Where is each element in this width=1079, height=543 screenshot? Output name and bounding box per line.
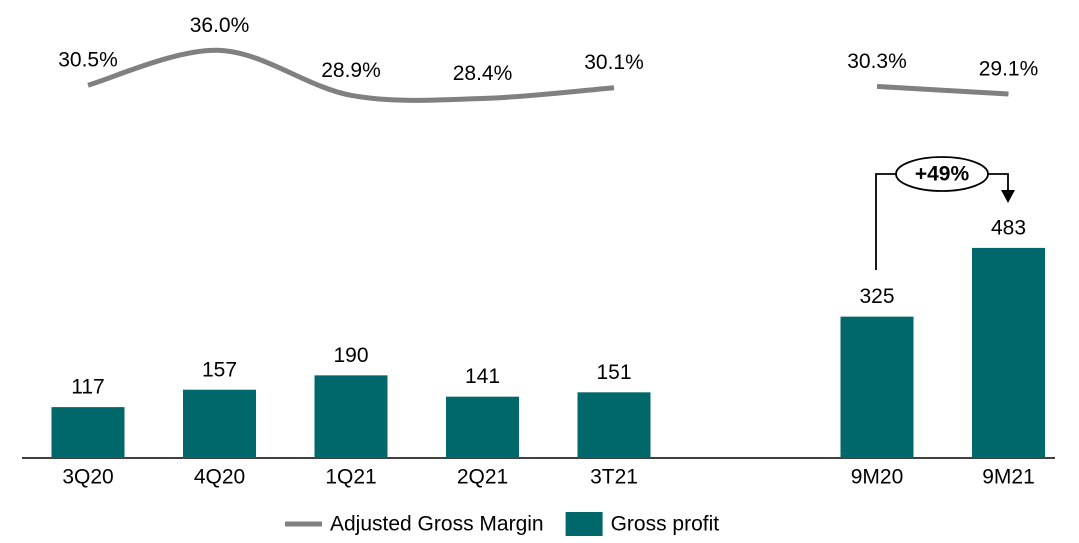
arrow-head bbox=[1001, 190, 1015, 203]
annotation-text: +49% bbox=[915, 163, 970, 186]
x-tick-label: 9M20 bbox=[851, 466, 904, 489]
bar-label: 151 bbox=[596, 361, 631, 384]
growth-annotation: +49% bbox=[875, 156, 1015, 270]
x-tick-label: 3T21 bbox=[590, 466, 638, 489]
x-tick-label: 4Q20 bbox=[194, 466, 245, 489]
bar-label: 325 bbox=[859, 285, 894, 308]
bar-label: 157 bbox=[202, 358, 237, 381]
bar-label: 483 bbox=[991, 216, 1026, 239]
x-tick-label: 1Q21 bbox=[325, 466, 376, 489]
line-label: 30.3% bbox=[847, 50, 907, 73]
bar bbox=[577, 392, 651, 458]
bar-label: 190 bbox=[333, 344, 368, 367]
bar bbox=[314, 375, 388, 458]
annotation-oval bbox=[895, 156, 989, 192]
line-label: 30.1% bbox=[584, 51, 644, 74]
legend-label: Adjusted Gross Margin bbox=[330, 513, 544, 536]
bar bbox=[840, 316, 914, 458]
line-label: 36.0% bbox=[190, 14, 250, 37]
bar-label: 141 bbox=[465, 365, 500, 388]
line-label: 30.5% bbox=[58, 49, 118, 72]
bar-label: 117 bbox=[71, 376, 104, 399]
legend-label: Gross profit bbox=[611, 513, 720, 536]
x-tick-label: 9M21 bbox=[982, 466, 1035, 489]
x-tick-label: 2Q21 bbox=[457, 466, 508, 489]
line-label: 29.1% bbox=[979, 58, 1039, 81]
line-label: 28.4% bbox=[453, 62, 513, 85]
legend-swatch bbox=[565, 512, 603, 536]
margin-line bbox=[87, 47, 1009, 103]
bar bbox=[51, 407, 125, 458]
bar bbox=[972, 247, 1045, 458]
bar bbox=[183, 389, 256, 458]
line-label: 28.9% bbox=[321, 59, 381, 82]
bar bbox=[446, 396, 519, 458]
x-tick-label: 3Q20 bbox=[62, 466, 113, 489]
